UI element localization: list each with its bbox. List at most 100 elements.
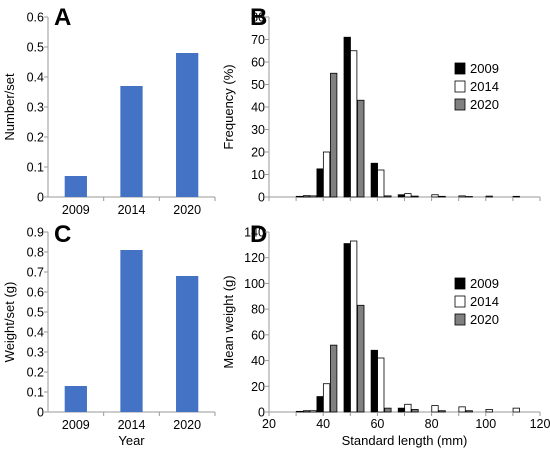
x-axis-label: Standard length (mm)	[342, 433, 468, 448]
y-axis-label: Weight/set (g)	[2, 282, 17, 363]
y-tick-label: 0	[258, 191, 265, 205]
y-tick-label: 80	[251, 11, 265, 25]
bar-2020-75	[411, 409, 419, 413]
y-tick-label: 120	[244, 251, 265, 265]
y-tick-label: 0.9	[27, 226, 44, 240]
x-tick-label: 2020	[173, 418, 201, 432]
bar-2014-100	[485, 409, 493, 413]
bar-2014-35	[309, 195, 317, 198]
y-tick-label: 10	[251, 168, 265, 182]
y-tick-label: 0.6	[27, 11, 44, 25]
panel-label-d: D	[250, 221, 267, 248]
bar-2020-85	[438, 195, 446, 198]
bar-2014-110	[512, 195, 520, 198]
bar-2014-40	[322, 151, 331, 198]
bar-2014-80	[431, 405, 439, 413]
x-tick-label: 120	[530, 417, 550, 431]
y-tick-label: 0.2	[27, 131, 44, 145]
y-tick-label: 0.2	[27, 366, 44, 380]
y-tick-label: 0	[258, 406, 265, 420]
x-tick-label: 80	[425, 417, 439, 431]
y-tick-label: 100	[244, 277, 265, 291]
bar-2020-35	[302, 410, 311, 413]
bar-2009-60	[370, 349, 378, 413]
legend-label-2009: 2009	[470, 61, 499, 76]
y-tick-label: 30	[251, 123, 265, 137]
bar-2014-30	[295, 195, 304, 198]
bar-2009-70	[397, 407, 406, 413]
y-axis-label: Frequency (%)	[221, 64, 236, 149]
x-tick-label: 20	[262, 417, 276, 431]
panel-label-a: A	[54, 4, 71, 31]
legend-swatch-2009	[454, 62, 466, 75]
legend-swatch-2014	[454, 80, 466, 93]
bar-2020-55	[357, 304, 365, 413]
bar-2014-30	[295, 410, 304, 413]
bar-2014-50	[350, 240, 358, 413]
bar-2020-35	[302, 195, 311, 198]
panel-c: C 0 0.1 0.2 0.3 0.4 0.5 0.6 0.7 0.8 0.9 Weight/set…	[2, 221, 216, 448]
bar-2014-35	[309, 410, 317, 413]
legend-swatch-2009	[454, 277, 466, 290]
y-tick-label: 0	[37, 406, 44, 420]
bar-2014-40	[322, 383, 331, 413]
y-axis-label: Mean weight (g)	[221, 275, 236, 368]
y-tick-label: 40	[251, 354, 265, 368]
bar-2020-85	[438, 410, 446, 413]
bar-2020-45	[330, 344, 338, 413]
panel-label-c: C	[54, 221, 71, 248]
bar-2009-50	[343, 243, 351, 413]
bar-2020-95	[465, 410, 473, 413]
bar-2009-70	[397, 194, 406, 198]
y-tick-label: 0.1	[27, 386, 44, 400]
legend-label-2014: 2014	[470, 294, 499, 309]
bar-2014-110	[512, 407, 520, 413]
x-tick-label: 2009	[62, 203, 90, 217]
y-tick-label: 0.3	[27, 101, 44, 115]
y-tick-label: 80	[251, 303, 265, 317]
legend-label-2009: 2009	[470, 276, 499, 291]
bar-2014-70	[404, 403, 412, 413]
bar-2020	[176, 276, 199, 412]
y-tick-label: 140	[244, 226, 265, 240]
bar-2009	[64, 386, 87, 412]
legend-swatch-2020	[454, 313, 466, 326]
x-tick-label: 100	[475, 417, 496, 431]
y-tick-label: 0.5	[27, 306, 44, 320]
y-tick-label: 0.6	[27, 286, 44, 300]
y-tick-label: 40	[251, 101, 265, 115]
y-tick-label: 0.7	[27, 266, 44, 280]
y-axis-label: Number/set	[2, 73, 17, 141]
bar-2014-80	[431, 194, 439, 198]
y-tick-label: 20	[251, 380, 265, 394]
bar-2014-50	[350, 50, 358, 198]
bar-2020-65	[384, 195, 392, 198]
x-tick-label: 2014	[118, 203, 146, 217]
legend-swatch-2020	[454, 98, 466, 111]
panel-a: A 0 0.1 0.2 0.3 0.4 0.5 0.6 Number/set 2009 2014 2…	[2, 4, 216, 217]
y-tick-label: 50	[251, 78, 265, 92]
y-tick-label: 0.5	[27, 41, 44, 55]
panel-label-b: B	[250, 4, 267, 31]
y-tick-label: 70	[251, 33, 265, 47]
bar-2009-40	[316, 168, 324, 198]
y-tick-label: 0.8	[27, 246, 44, 260]
bar-2020-55	[357, 99, 365, 198]
y-tick-label: 0.1	[27, 161, 44, 175]
y-tick-label: 0.4	[27, 326, 44, 340]
x-axis-label: Year	[118, 433, 145, 448]
bar-2020	[176, 53, 199, 197]
y-tick-label: 60	[251, 328, 265, 342]
bar-2009-60	[370, 162, 378, 198]
bar-2014-70	[404, 193, 412, 198]
x-tick-label: 2020	[173, 203, 201, 217]
x-tick-label: 2009	[62, 418, 90, 432]
bar-2014-60	[377, 169, 385, 198]
y-tick-label: 0.4	[27, 71, 44, 85]
legend-label-2020: 2020	[470, 312, 499, 327]
bar-2014	[120, 250, 143, 412]
bar-2020-65	[384, 407, 392, 413]
bar-2009-50	[343, 36, 351, 198]
